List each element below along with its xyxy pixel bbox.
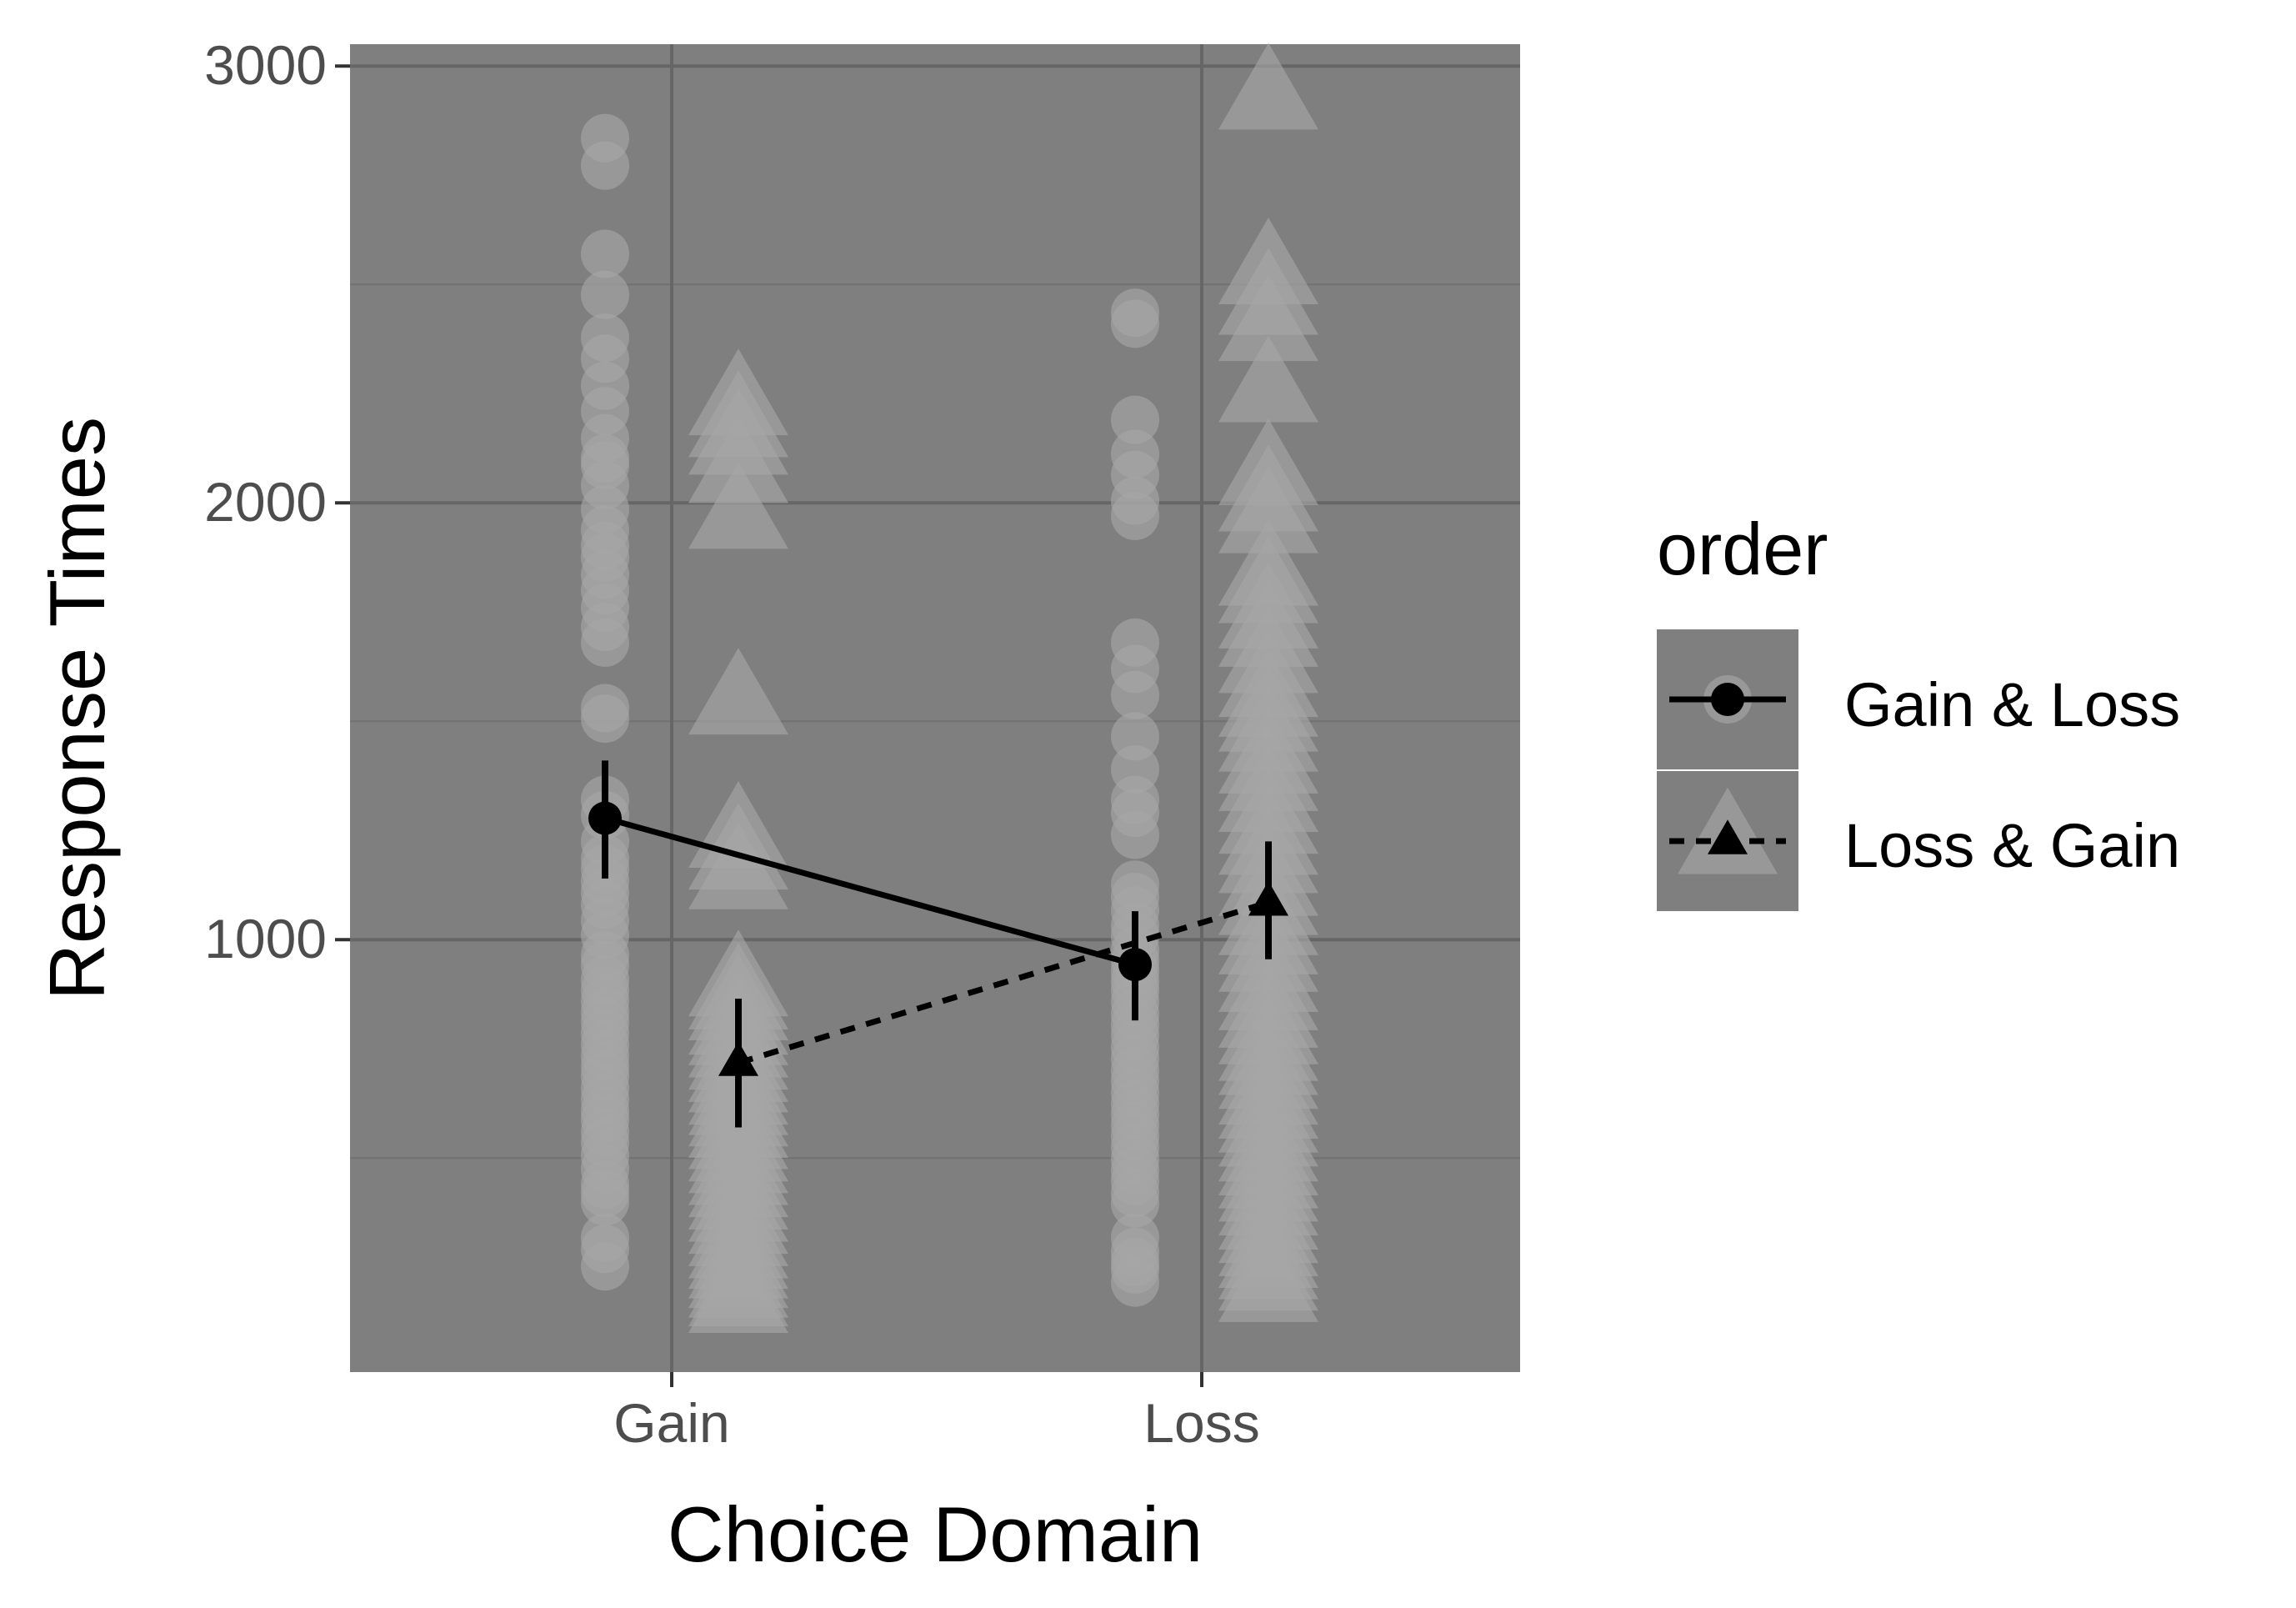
legend-keys	[1657, 629, 1798, 911]
raw-point-circle	[581, 229, 629, 278]
raw-point-triangle	[688, 822, 788, 909]
legend-title: order	[1657, 508, 1828, 590]
raw-point-triangle	[688, 462, 788, 549]
raw-point-triangle	[1218, 1235, 1318, 1322]
mean-point-circle	[588, 801, 622, 835]
raw-point-circle	[1111, 1258, 1159, 1307]
legend-label-gain-loss: Gain & Loss	[1844, 670, 2180, 739]
raw-point-circle	[1111, 1179, 1159, 1228]
x-axis-title: Choice Domain	[668, 1490, 1203, 1578]
mean-point-circle	[1118, 948, 1152, 982]
raw-point-circle	[581, 141, 629, 190]
raw-point-triangle	[688, 1246, 788, 1334]
raw-point-circle	[581, 270, 629, 319]
x-tick-label: Loss	[1143, 1392, 1259, 1454]
y-axis-title: Response Times	[33, 417, 121, 1000]
summary-layer	[588, 760, 1288, 1128]
mean-point-triangle	[718, 1041, 758, 1076]
x-tick-label: Gain	[613, 1392, 729, 1454]
y-tick-label: 3000	[204, 34, 327, 96]
raw-point-circle	[581, 618, 629, 667]
raw-point-circle	[581, 694, 629, 744]
series-line	[604, 815, 1136, 968]
y-tick-label: 2000	[204, 471, 327, 533]
raw-point-triangle	[1218, 335, 1318, 423]
grid	[350, 44, 1520, 1372]
raw-point-circle	[1111, 670, 1159, 719]
legend-label-loss-gain: Loss & Gain	[1844, 811, 2180, 880]
raw-point-triangle	[1218, 274, 1318, 362]
legend-key-mean-circle	[1711, 683, 1744, 716]
raw-point-circle	[1111, 810, 1159, 859]
mean-point-triangle	[1248, 880, 1288, 916]
y-tick-label: 1000	[204, 908, 327, 969]
raw-point-triangle	[688, 648, 788, 735]
axes: 1000 2000 3000 Gain Loss	[204, 34, 1260, 1454]
plot-panel	[350, 44, 1520, 1372]
raw-point-circle	[1111, 491, 1159, 540]
raw-point-triangle	[1218, 43, 1318, 130]
raw-point-circle	[581, 1177, 629, 1226]
legend: order Gain & Loss Loss & Gain	[1657, 508, 2180, 911]
series-line	[737, 899, 1270, 1066]
raw-point-circle	[581, 1242, 629, 1291]
raw-point-triangle	[1218, 466, 1318, 554]
raw-point-circle	[1111, 299, 1159, 348]
raw-point-triangle	[688, 416, 788, 503]
raw-point-circle	[1111, 395, 1159, 444]
legend-key-mean-triangle	[1708, 819, 1748, 854]
